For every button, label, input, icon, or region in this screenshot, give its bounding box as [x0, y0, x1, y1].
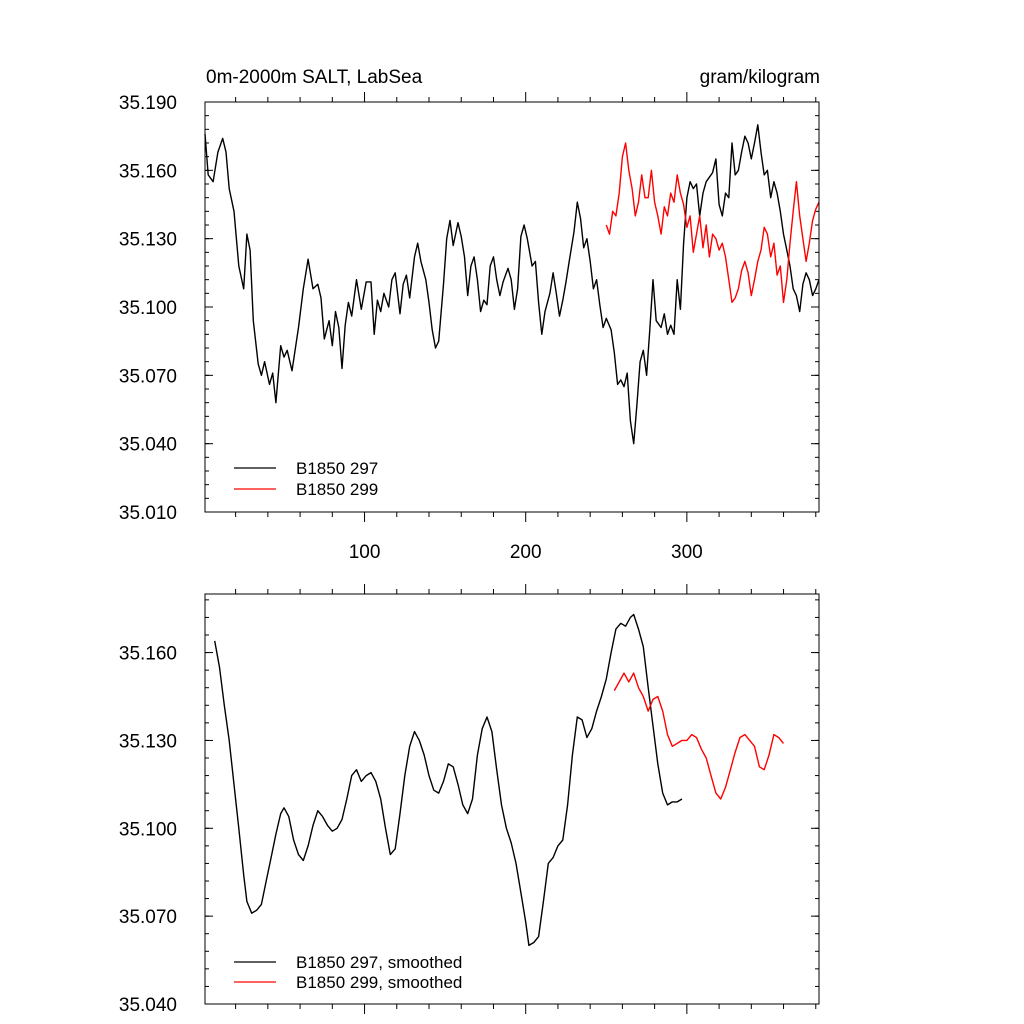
- top-x-tick-label: 300: [671, 542, 703, 563]
- top-legend-label-297: B1850 297: [296, 459, 378, 478]
- bottom-legend-label-299: B1850 299, smoothed: [296, 973, 462, 992]
- top-x-tick-label: 100: [349, 542, 381, 563]
- top-panel: 0m-2000m SALT, LabSea gram/kilogram 35.0…: [119, 67, 820, 563]
- top-axis-ticks: 35.010 35.040 35.070 35.100 35.130 35.160 35.1…: [119, 92, 819, 563]
- bottom-y-tick-label: 35.130: [119, 731, 177, 752]
- top-y-tick-label: 35.010: [119, 503, 177, 524]
- top-y-tick-label: 35.190: [119, 93, 177, 114]
- top-y-tick-label: 35.130: [119, 230, 177, 251]
- bottom-axis-ticks: 35.040 35.070 35.100 35.130 35.160: [119, 584, 819, 1016]
- bottom-y-tick-label: 35.070: [119, 907, 177, 928]
- top-series: [204, 124, 820, 445]
- bottom-series-line-299: [613, 672, 785, 800]
- bottom-y-tick-label: 35.100: [119, 819, 177, 840]
- top-series-line-299: [605, 142, 820, 304]
- bottom-y-tick-label: 35.160: [119, 644, 177, 665]
- bottom-y-tick-label: 35.040: [119, 995, 177, 1016]
- top-legend: B1850 297 B1850 299: [234, 459, 378, 499]
- top-y-tick-label: 35.070: [119, 366, 177, 387]
- top-legend-label-299: B1850 299: [296, 480, 378, 499]
- bottom-plot-frame: [204, 593, 820, 1005]
- bottom-legend: B1850 297, smoothed B1850 299, smoothed: [234, 953, 462, 992]
- bottom-series-line-297: [214, 613, 683, 947]
- top-series-line-297: [204, 124, 820, 445]
- top-x-tick-label: 200: [510, 542, 542, 563]
- top-plot-frame: [204, 101, 820, 513]
- top-y-tick-label: 35.040: [119, 435, 177, 456]
- top-units: gram/kilogram: [700, 67, 820, 88]
- bottom-legend-label-297: B1850 297, smoothed: [296, 953, 462, 972]
- top-y-tick-label: 35.160: [119, 161, 177, 182]
- top-y-tick-label: 35.100: [119, 298, 177, 319]
- top-title: 0m-2000m SALT, LabSea: [206, 67, 423, 88]
- bottom-series: [214, 613, 785, 947]
- bottom-panel: 35.040 35.070 35.100 35.130 35.160 B1850 297…: [119, 584, 820, 1016]
